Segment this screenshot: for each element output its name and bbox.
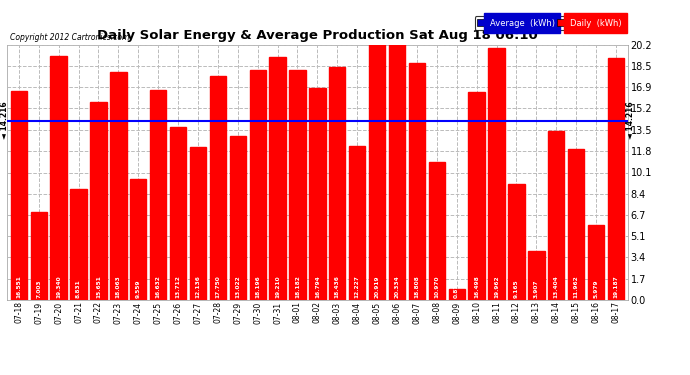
Text: 8.831: 8.831 — [76, 280, 81, 298]
Bar — [230, 136, 246, 300]
Text: 12.136: 12.136 — [195, 276, 201, 298]
Text: 19.340: 19.340 — [56, 276, 61, 298]
Bar — [10, 91, 27, 300]
Text: 18.436: 18.436 — [335, 276, 339, 298]
Text: 5.979: 5.979 — [593, 280, 598, 298]
Bar — [588, 225, 604, 300]
Bar — [210, 76, 226, 300]
Text: 19.187: 19.187 — [613, 276, 618, 298]
Bar — [369, 36, 385, 300]
Bar — [509, 184, 524, 300]
Bar — [608, 58, 624, 300]
Text: 19.962: 19.962 — [494, 276, 499, 298]
Text: 0.874: 0.874 — [454, 280, 460, 298]
Text: 12.227: 12.227 — [355, 276, 359, 298]
Text: 20.919: 20.919 — [375, 276, 380, 298]
Title: Daily Solar Energy & Average Production Sat Aug 18 06:10: Daily Solar Energy & Average Production … — [97, 30, 538, 42]
Text: ◄ 14.216: ◄ 14.216 — [0, 102, 9, 140]
Bar — [250, 70, 266, 300]
Bar — [130, 179, 146, 300]
Bar — [349, 146, 366, 300]
Legend: Average  (kWh), Daily  (kWh): Average (kWh), Daily (kWh) — [475, 16, 624, 30]
Bar — [269, 57, 286, 300]
Text: 13.712: 13.712 — [175, 276, 181, 298]
Text: 16.498: 16.498 — [474, 276, 479, 298]
Text: 18.063: 18.063 — [116, 276, 121, 298]
Bar — [309, 88, 326, 300]
Text: 10.970: 10.970 — [434, 276, 440, 298]
Text: 18.182: 18.182 — [295, 276, 300, 298]
Text: 15.651: 15.651 — [96, 276, 101, 298]
Bar — [150, 90, 166, 300]
Bar — [170, 127, 186, 300]
Text: 9.165: 9.165 — [514, 280, 519, 298]
Bar — [548, 131, 564, 300]
Text: 3.907: 3.907 — [534, 280, 539, 298]
Text: 20.334: 20.334 — [395, 276, 400, 298]
Bar — [110, 72, 126, 300]
Bar — [30, 211, 47, 300]
Bar — [190, 147, 206, 300]
Bar — [489, 48, 504, 300]
Bar — [70, 189, 87, 300]
Text: 18.808: 18.808 — [415, 276, 420, 298]
Bar — [448, 289, 465, 300]
Text: 18.196: 18.196 — [255, 276, 260, 298]
Bar — [528, 251, 544, 300]
Text: ◄ 14.216: ◄ 14.216 — [626, 102, 635, 140]
Text: 13.022: 13.022 — [235, 276, 240, 298]
Bar — [469, 92, 485, 300]
Text: 16.632: 16.632 — [156, 276, 161, 298]
Text: 13.404: 13.404 — [554, 276, 559, 298]
Text: 16.551: 16.551 — [17, 276, 21, 298]
Text: Copyright 2012 Cartronics.com: Copyright 2012 Cartronics.com — [10, 33, 130, 42]
Text: 9.559: 9.559 — [136, 280, 141, 298]
Bar — [50, 56, 67, 300]
Bar — [568, 149, 584, 300]
Bar — [428, 162, 445, 300]
Bar — [90, 102, 107, 300]
Bar — [408, 63, 425, 300]
Bar — [289, 70, 306, 300]
Text: 19.210: 19.210 — [275, 276, 280, 298]
Bar — [389, 43, 405, 300]
Text: 16.794: 16.794 — [315, 276, 320, 298]
Text: 17.750: 17.750 — [215, 276, 220, 298]
Text: 7.003: 7.003 — [37, 280, 41, 298]
Text: 11.962: 11.962 — [573, 276, 579, 298]
Bar — [329, 67, 346, 300]
